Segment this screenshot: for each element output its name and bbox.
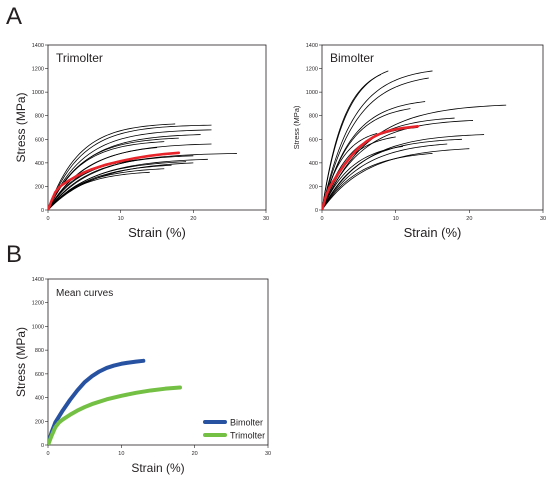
- x-tick-label: 10: [118, 451, 124, 457]
- y-tick-label: 1200: [306, 67, 318, 73]
- x-tick-label: 10: [118, 216, 124, 222]
- y-tick-label: 800: [309, 114, 318, 120]
- chart-bimolter: 0 200 400 600 800 1000 1200 1400 0 10 20 30 Strain (…: [292, 43, 546, 240]
- y-tick-label: 1200: [32, 301, 44, 307]
- specimen-curve: [48, 162, 194, 210]
- y-tick-label: 800: [35, 348, 44, 354]
- specimen-curve: [322, 148, 470, 210]
- specimen-curve: [48, 141, 165, 210]
- y-tick-label: 800: [35, 114, 44, 120]
- y-tick-label: 0: [41, 443, 44, 449]
- y-tick-label: 400: [35, 396, 44, 402]
- plot-frame: [321, 44, 544, 211]
- y-tick-label: 0: [315, 208, 318, 214]
- mean-curve: [48, 151, 181, 210]
- y-tick-label: 1400: [32, 43, 44, 49]
- x-tick-label: 0: [46, 451, 49, 457]
- specimen-curve: [322, 74, 382, 210]
- x-axis-label: Strain (%): [128, 225, 186, 240]
- panel-title: Bimolter: [330, 51, 374, 65]
- panel-letter-b: B: [6, 241, 22, 268]
- y-axis-label: Stress (MPa): [292, 105, 301, 149]
- y-tick-label: 600: [309, 137, 318, 143]
- plot-frame: [47, 278, 269, 446]
- x-tick-label: 30: [263, 216, 269, 222]
- x-tick-label: 20: [192, 451, 198, 457]
- specimen-curve: [322, 104, 507, 210]
- x-tick-label: 30: [540, 216, 546, 222]
- specimen-curve: [322, 108, 411, 210]
- y-tick-label: 1000: [32, 90, 44, 96]
- x-axis-label: Strain (%): [404, 225, 462, 240]
- x-tick-label: 0: [320, 216, 323, 222]
- specimen-curve: [48, 161, 187, 210]
- y-tick-label: 1000: [306, 90, 318, 96]
- y-tick-label: 600: [35, 372, 44, 378]
- chart-mean-curves: 0 200 400 600 800 1000 1200 1400 0 10 20 30 Strain (…: [14, 277, 271, 475]
- mean-curve: [322, 125, 420, 210]
- x-tick-label: 30: [265, 451, 271, 457]
- y-tick-label: 200: [35, 419, 44, 425]
- series-line-trimolter: [48, 385, 182, 445]
- y-tick-label: 400: [35, 161, 44, 167]
- specimen-curve: [48, 171, 150, 210]
- y-tick-label: 0: [41, 208, 44, 214]
- x-tick-label: 0: [46, 216, 49, 222]
- x-axis-label: Strain (%): [131, 461, 184, 475]
- specimen-curve: [48, 123, 176, 210]
- y-axis-label: Stress (MPa): [14, 92, 28, 162]
- specimen-curve: [48, 129, 212, 210]
- y-tick-label: 200: [309, 184, 318, 190]
- plot-frame: [47, 44, 267, 211]
- specimen-curve: [322, 77, 429, 210]
- x-tick-label: 10: [393, 216, 399, 222]
- y-axis-label: Stress (MPa): [14, 327, 28, 397]
- specimen-curve: [322, 138, 462, 210]
- y-tick-label: 1200: [32, 67, 44, 73]
- legend-label-trimolter: Trimolter: [230, 431, 265, 441]
- specimen-curve: [48, 155, 194, 210]
- panel-title: Mean curves: [56, 288, 113, 299]
- x-tick-label: 20: [190, 216, 196, 222]
- y-tick-label: 1000: [32, 324, 44, 330]
- y-tick-label: 600: [35, 137, 44, 143]
- chart-trimolter: 0 200 400 600 800 1000 1200 1400 0 10 20 30 Strain (…: [14, 43, 269, 240]
- series-line-bimolter: [48, 358, 146, 445]
- x-tick-label: 20: [466, 216, 472, 222]
- specimen-curve: [322, 145, 404, 210]
- specimen-curve: [322, 153, 433, 210]
- panel-letter-a: A: [6, 3, 22, 30]
- specimen-curve: [322, 70, 433, 210]
- panel-title: Trimolter: [56, 51, 103, 65]
- y-tick-label: 1400: [306, 43, 318, 49]
- specimen-curve: [322, 120, 474, 210]
- specimen-curve: [48, 124, 212, 210]
- specimen-curve: [322, 143, 448, 210]
- y-tick-label: 200: [35, 184, 44, 190]
- specimen-curve: [322, 133, 378, 210]
- specimen-curve: [322, 134, 485, 210]
- legend-label-bimolter: Bimolter: [230, 418, 263, 428]
- y-tick-label: 1400: [32, 277, 44, 283]
- y-tick-label: 400: [309, 161, 318, 167]
